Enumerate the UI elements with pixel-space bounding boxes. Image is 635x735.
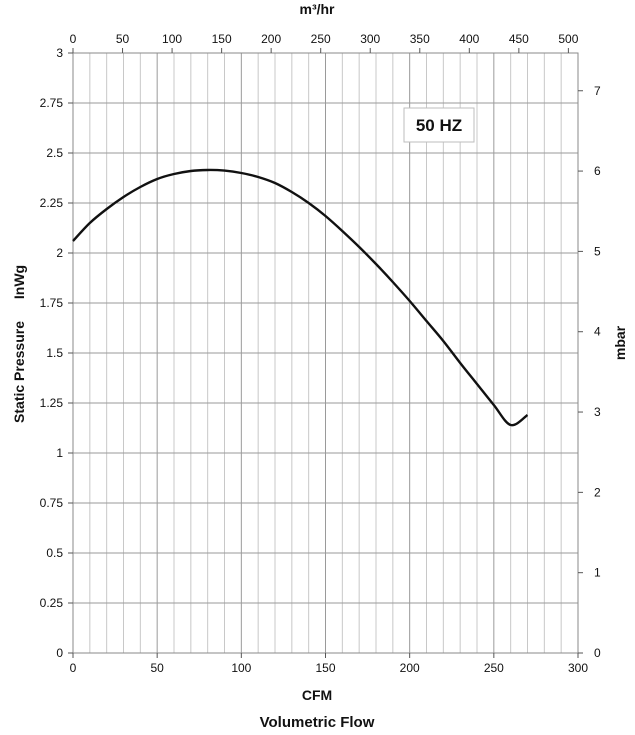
y2-tick-label: 5 — [594, 244, 601, 258]
y2-tick-label: 3 — [594, 405, 601, 419]
y-axis-ticks: 0 0.25 0.5 0.75 1 1.25 1.5 1.75 2 2.25 2.5 2.75 3 — [40, 46, 73, 660]
x2-tick-label: 150 — [212, 32, 232, 46]
y-tick-label: 1 — [56, 446, 63, 460]
x-tick-label: 50 — [150, 661, 164, 675]
x-axis-label: CFM — [302, 687, 332, 703]
y2-tick-label: 4 — [594, 325, 601, 339]
y2-axis-label: mbar — [612, 325, 628, 360]
x2-axis-label: m³/hr — [300, 1, 336, 17]
y-tick-label: 2 — [56, 246, 63, 260]
x2-tick-label: 200 — [261, 32, 281, 46]
y-tick-label: 0.5 — [46, 546, 63, 560]
y-tick-label: 0.25 — [40, 596, 64, 610]
x-tick-label: 0 — [70, 661, 77, 675]
x2-tick-label: 100 — [162, 32, 182, 46]
x-axis-ticks: 0 50 100 150 200 250 300 — [70, 653, 588, 675]
y-tick-label: 1.25 — [40, 396, 64, 410]
grid — [72, 52, 579, 654]
y2-tick-label: 6 — [594, 164, 601, 178]
y-tick-label: 1.75 — [40, 296, 64, 310]
y-tick-label: 2.5 — [46, 146, 63, 160]
x2-tick-label: 450 — [509, 32, 529, 46]
y2-tick-label: 7 — [594, 84, 601, 98]
y-tick-label: 0 — [56, 646, 63, 660]
x2-tick-label: 400 — [459, 32, 479, 46]
y-axis-label: Static Pressure — [11, 321, 27, 423]
y2-tick-label: 2 — [594, 485, 601, 499]
annotation-box — [403, 107, 475, 143]
series-line — [72, 168, 529, 427]
y-tick-label: 3 — [56, 46, 63, 60]
y2-tick-label: 1 — [594, 566, 601, 580]
chart-title: Volumetric Flow — [260, 714, 375, 731]
y2-tick-label: 0 — [594, 646, 601, 660]
x-tick-label: 150 — [315, 661, 335, 675]
x-tick-label: 100 — [231, 661, 251, 675]
y2-axis-ticks: 0 1 2 3 4 5 6 7 — [578, 84, 601, 660]
x-tick-label: 300 — [568, 661, 588, 675]
x2-tick-label: 50 — [116, 32, 130, 46]
y-axis-unit-label: InWg — [11, 265, 27, 299]
x2-axis-ticks: 0 50 100 150 200 250 300 350 400 450 500 — [70, 32, 579, 53]
x2-tick-label: 300 — [360, 32, 380, 46]
x2-tick-label: 0 — [70, 32, 77, 46]
x2-tick-label: 250 — [311, 32, 331, 46]
y-tick-label: 2.75 — [40, 96, 64, 110]
y-tick-label: 2.25 — [40, 196, 64, 210]
x2-tick-label: 500 — [558, 32, 578, 46]
annotation-50hz: 50 HZ — [416, 116, 462, 135]
y-tick-label: 0.75 — [40, 496, 64, 510]
y-tick-label: 1.5 — [46, 346, 63, 360]
x2-tick-label: 350 — [410, 32, 430, 46]
x-tick-label: 200 — [400, 661, 420, 675]
x-tick-label: 250 — [484, 661, 504, 675]
